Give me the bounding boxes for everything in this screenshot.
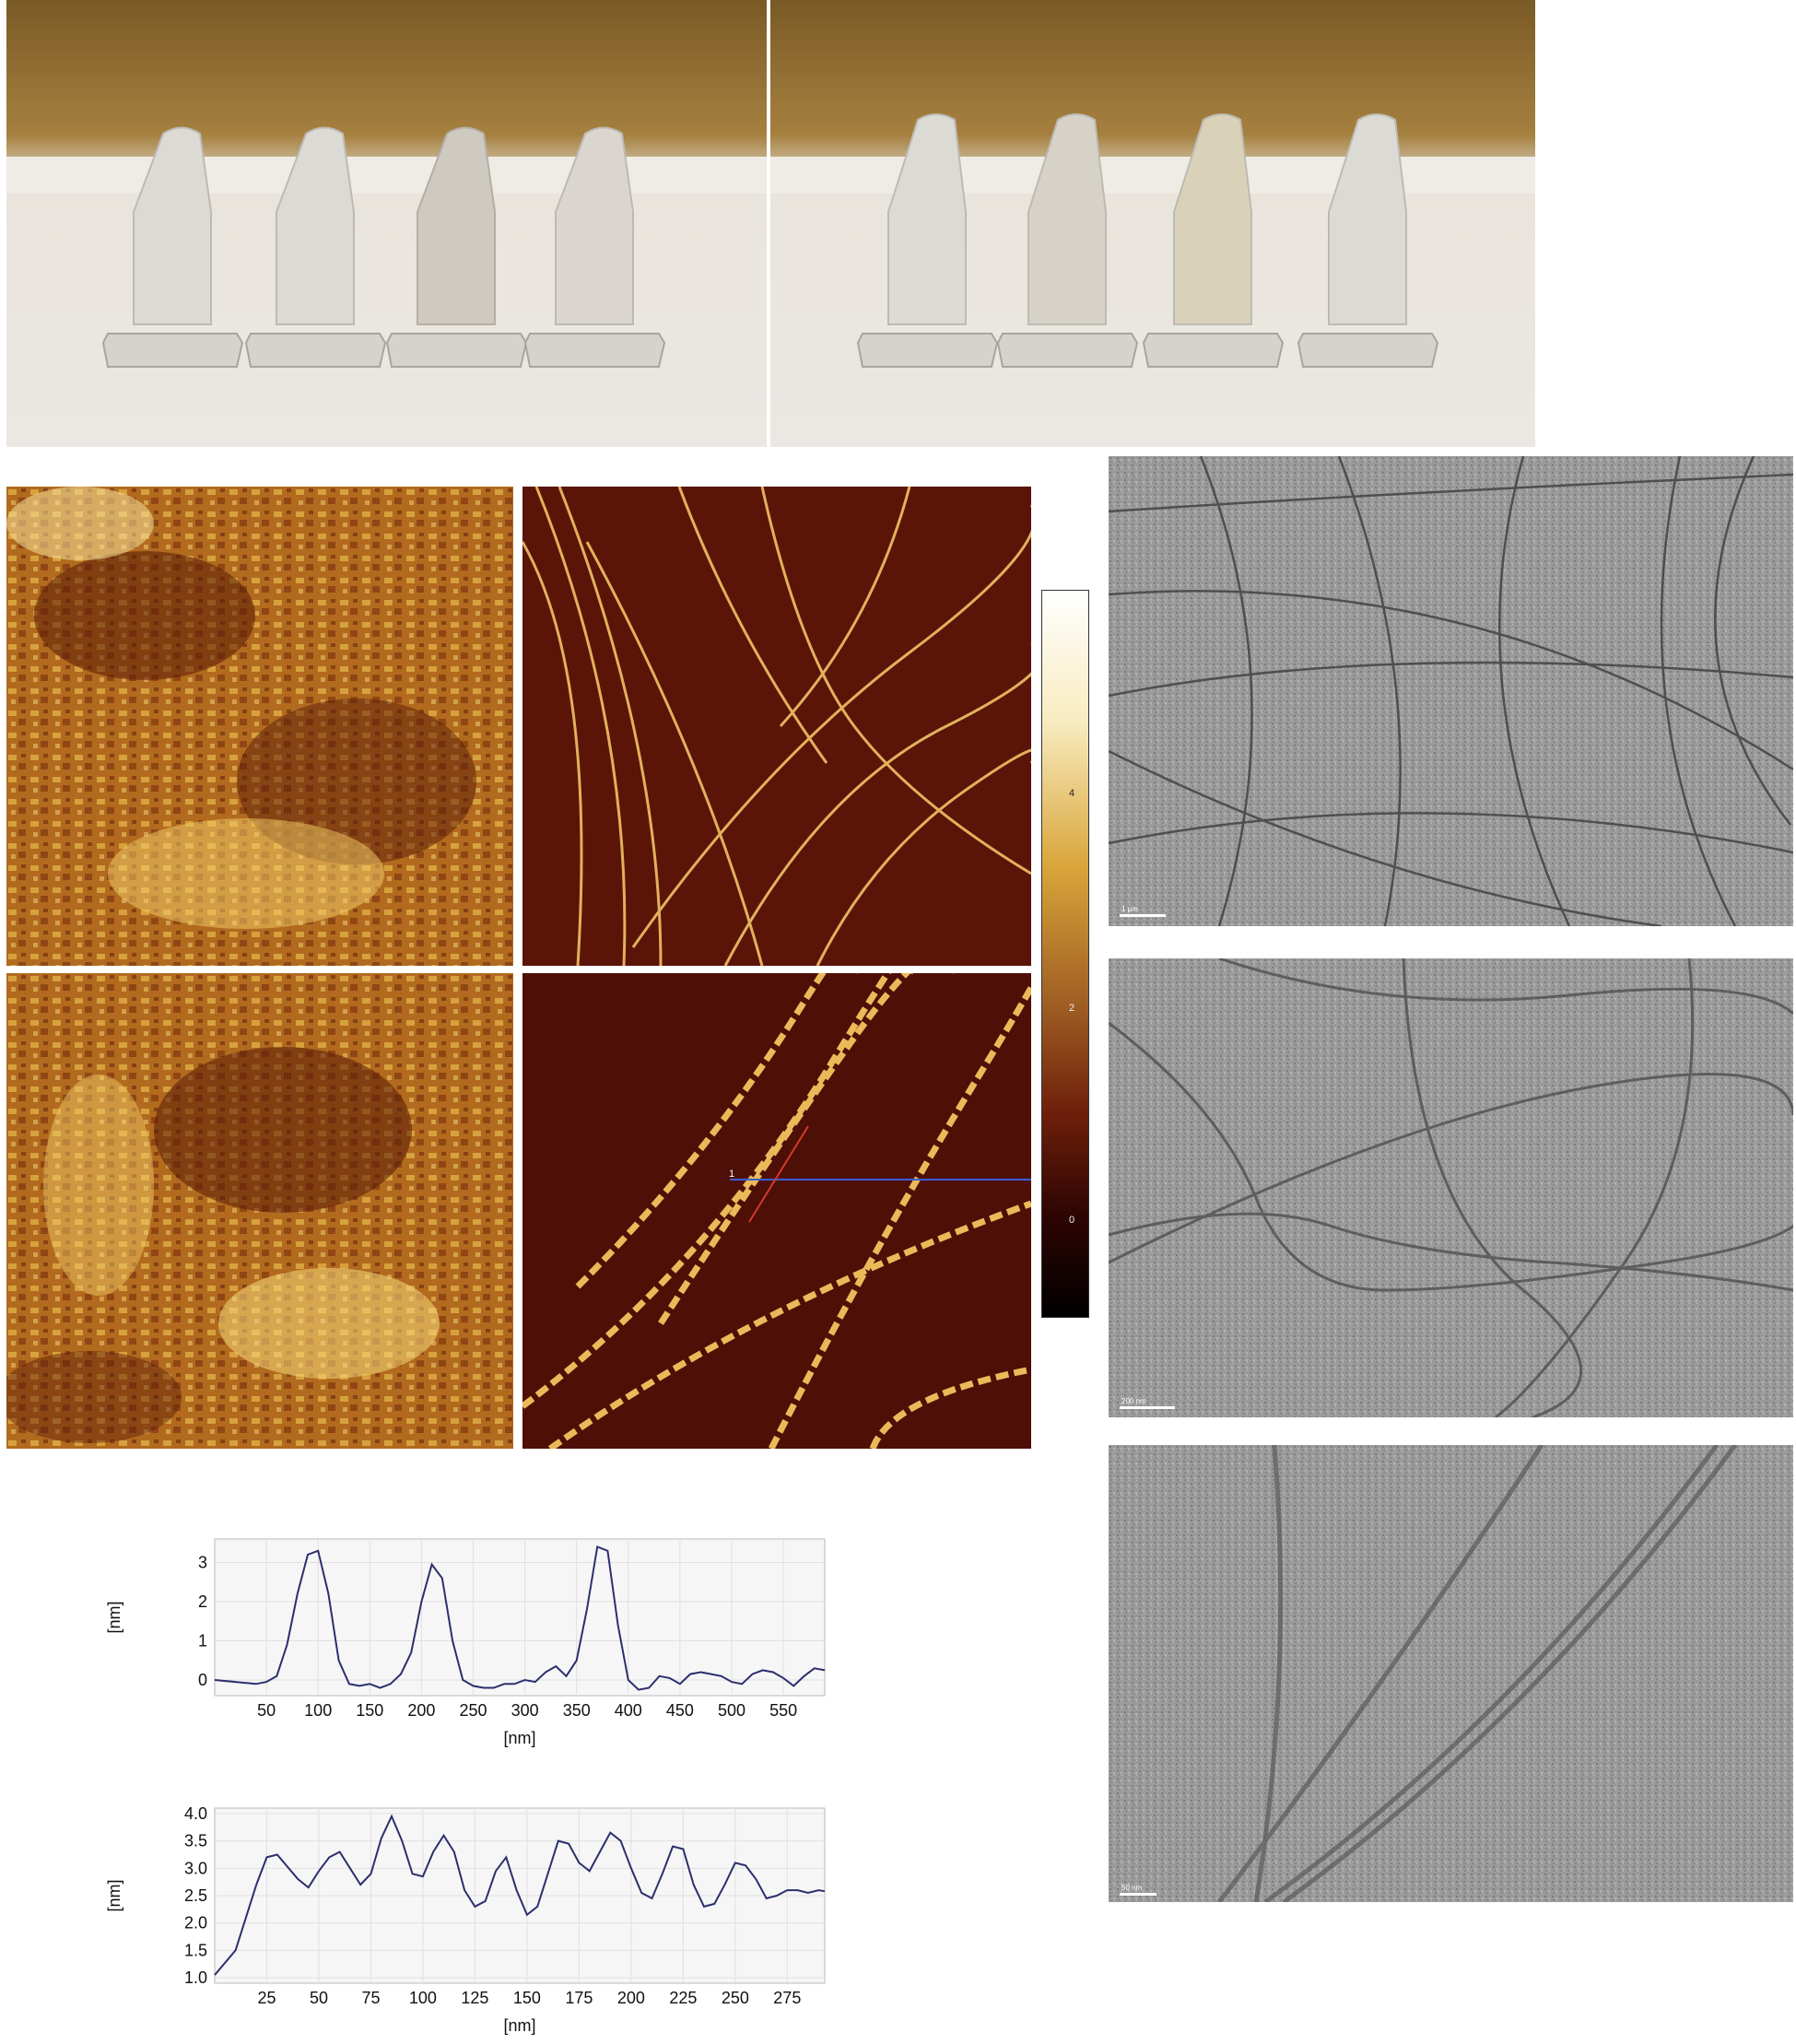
tem-scale-label-bottom: 50 nm: [1121, 1884, 1143, 1892]
y-tick-label: 3: [198, 1554, 207, 1572]
y-tick-label: 3.5: [184, 1832, 207, 1850]
afm-image-bottom-right: 1: [522, 973, 1031, 1449]
afm-profile-line-2: [748, 1125, 809, 1223]
afm-image-bottom-left: [6, 973, 513, 1449]
tem-image-top: 1 μm: [1109, 456, 1793, 926]
tube-group-right: [856, 113, 1439, 368]
x-tick-label: 100: [409, 1989, 437, 2007]
x-tick-label: 25: [257, 1989, 276, 2007]
plot-area: [214, 1538, 826, 1697]
x-tick-label: 400: [615, 1701, 642, 1720]
colorbar-tick-2: 2: [1069, 1003, 1075, 1014]
y-axis-label: [nm]: [105, 1601, 123, 1633]
y-tick-label: 1.5: [184, 1941, 207, 1959]
x-tick-label: 275: [773, 1989, 801, 2007]
tube-photo-left: [6, 0, 767, 447]
x-tick-label: 500: [718, 1701, 745, 1720]
x-tick-label: 200: [617, 1989, 645, 2007]
x-tick-label: 125: [461, 1989, 488, 2007]
x-tick-label: 100: [304, 1701, 332, 1720]
tem-scale-label-middle: 200 nm: [1121, 1397, 1146, 1405]
x-axis-label: [nm]: [503, 2016, 535, 2035]
colorbar-tick-0: 0: [1069, 1215, 1075, 1226]
x-tick-label: 250: [722, 1989, 749, 2007]
colorbar-tick-4: 4: [1069, 788, 1075, 799]
x-axis-label: [nm]: [503, 1729, 535, 1747]
x-tick-label: 50: [257, 1701, 276, 1720]
height-profile-chart-1: 50 100 150 200 250 300 350 400 450 500 550 0 1 2 3 [nm]…: [105, 1538, 826, 1747]
y-tick-label: 2.0: [184, 1914, 207, 1932]
afm-image-top-right: [522, 487, 1031, 966]
afm-image-top-left: [6, 487, 513, 966]
y-tick-label: 2: [198, 1592, 207, 1611]
height-profile-chart-2: 25 50 75 100 125 150 175 200 225 250 275 1.0 1.5 2.0 2…: [105, 1804, 826, 2035]
y-tick-label: 0: [198, 1671, 207, 1689]
y-tick-label: 2.5: [184, 1886, 207, 1905]
tube-group-left: [101, 126, 666, 368]
x-tick-label: 175: [565, 1989, 593, 2007]
x-tick-label: 50: [310, 1989, 328, 2007]
afm-colorbar: [1041, 590, 1089, 1318]
x-tick-label: 450: [666, 1701, 694, 1720]
y-tick-label: 3.0: [184, 1859, 207, 1877]
tem-image-bottom: 50 nm: [1109, 1445, 1793, 1902]
y-tick-label: 4.0: [184, 1804, 207, 1823]
y-tick-label: 1.0: [184, 1968, 207, 1987]
x-tick-label: 75: [361, 1989, 380, 2007]
tem-image-middle: 200 nm: [1109, 958, 1793, 1417]
x-tick-label: 200: [407, 1701, 435, 1720]
x-tick-label: 250: [459, 1701, 487, 1720]
y-tick-label: 1: [198, 1632, 207, 1650]
afm-line-label: 1: [729, 1169, 734, 1180]
x-tick-label: 550: [769, 1701, 797, 1720]
x-tick-label: 350: [563, 1701, 591, 1720]
series-line: [214, 1814, 826, 1976]
x-tick-label: 150: [513, 1989, 541, 2007]
series-line: [214, 1545, 826, 1691]
x-tick-label: 300: [511, 1701, 539, 1720]
y-axis-label: [nm]: [105, 1879, 123, 1911]
x-tick-label: 150: [356, 1701, 383, 1720]
tube-photo-right: [770, 0, 1535, 447]
tem-scale-label-top: 1 μm: [1121, 905, 1138, 913]
x-tick-label: 225: [669, 1989, 697, 2007]
